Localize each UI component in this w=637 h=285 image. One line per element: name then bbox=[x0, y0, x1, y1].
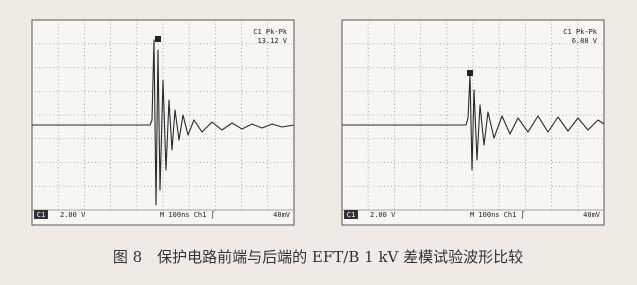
caption: 图 8 保护电路前端与后端的 EFT/B 1 kV 差模试验波形比较 bbox=[113, 248, 523, 266]
channel: C1 bbox=[37, 211, 45, 219]
timebase: M 100ns Ch1 ∫ bbox=[160, 210, 215, 219]
measurement-value: 13.12 V bbox=[257, 37, 287, 45]
volts-per-div: 2.00 V bbox=[60, 211, 86, 219]
figure: C1 Pk-Pk 13.12 V C1 2.00 V M 100ns Ch1 ∫… bbox=[0, 0, 637, 285]
trigger-level: 40mV bbox=[273, 211, 291, 219]
measurement-label: C1 Pk-Pk bbox=[563, 28, 598, 36]
timebase: M 100ns Ch1 ∫ bbox=[470, 210, 525, 219]
measurement-value: 6.88 V bbox=[572, 37, 598, 45]
scope-right: C1 Pk-Pk 6.88 V C1 2.00 V M 100ns Ch1 ∫ … bbox=[342, 20, 604, 225]
channel: C1 bbox=[347, 211, 355, 219]
volts-per-div: 2.00 V bbox=[370, 211, 396, 219]
trigger-level: 40mV bbox=[583, 211, 601, 219]
trigger-marker bbox=[155, 36, 161, 42]
measurement-label: C1 Pk-Pk bbox=[253, 28, 288, 36]
scope-left: C1 Pk-Pk 13.12 V C1 2.00 V M 100ns Ch1 ∫… bbox=[32, 20, 294, 225]
trigger-marker bbox=[467, 70, 473, 76]
